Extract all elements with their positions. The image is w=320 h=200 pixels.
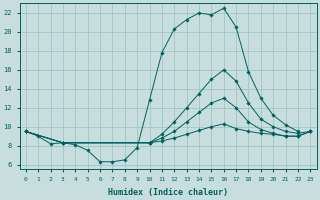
X-axis label: Humidex (Indice chaleur): Humidex (Indice chaleur) <box>108 188 228 197</box>
